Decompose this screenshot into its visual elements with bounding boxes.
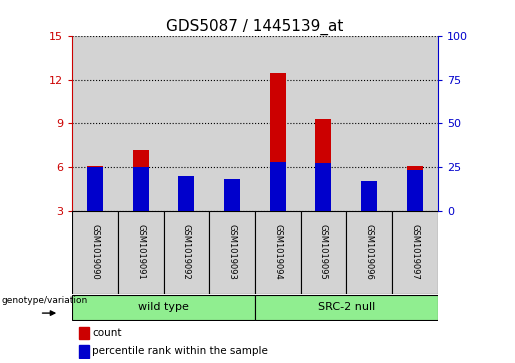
Text: SRC-2 null: SRC-2 null [318,302,375,312]
Bar [133,150,149,211]
Bar [407,171,423,211]
Text: GSM1019095: GSM1019095 [319,224,328,280]
Text: GSM1019094: GSM1019094 [273,224,282,280]
Bar [178,184,194,211]
Bar [118,211,163,294]
Bar [79,345,89,358]
Text: percentile rank within the sample: percentile rank within the sample [92,346,268,356]
Bar [255,295,438,320]
Text: wild type: wild type [138,302,189,312]
Bar [209,211,255,294]
Bar [163,36,209,211]
Bar [346,211,392,294]
Bar [392,36,438,211]
Bar [301,36,346,211]
Bar [316,163,332,211]
Bar [178,176,194,211]
Bar [224,205,240,211]
Bar [361,181,377,211]
Bar [72,211,118,294]
Bar [72,295,255,320]
Text: GSM1019097: GSM1019097 [410,224,419,280]
Bar [361,202,377,211]
Text: GSM1019093: GSM1019093 [228,224,236,280]
Bar [270,162,286,211]
Bar [346,36,392,211]
Bar [224,179,240,211]
Bar [72,36,118,211]
Bar [255,211,301,294]
Text: GSM1019091: GSM1019091 [136,224,145,280]
Bar [163,211,209,294]
Bar [133,167,149,211]
Bar [316,119,332,211]
Bar [392,211,438,294]
Bar [255,36,301,211]
Title: GDS5087 / 1445139_at: GDS5087 / 1445139_at [166,19,344,35]
Text: count: count [92,328,122,338]
Text: GSM1019090: GSM1019090 [91,224,99,280]
Bar [87,166,103,211]
Bar [270,73,286,211]
Text: GSM1019092: GSM1019092 [182,224,191,280]
Text: GSM1019096: GSM1019096 [365,224,374,280]
Bar [118,36,163,211]
Bar [79,327,89,339]
Text: genotype/variation: genotype/variation [2,296,88,305]
Bar [301,211,346,294]
Bar [407,166,423,211]
Bar [87,167,103,211]
Bar [209,36,255,211]
